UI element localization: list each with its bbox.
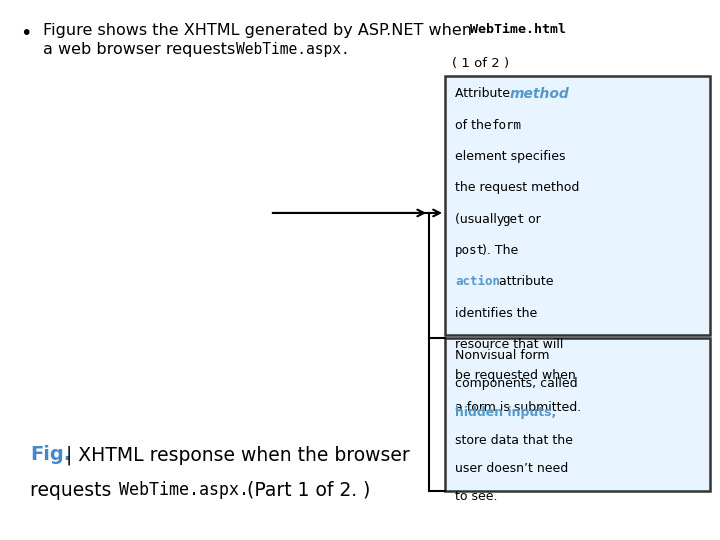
Text: Fig.: Fig. — [30, 446, 71, 464]
Text: form: form — [492, 119, 522, 132]
Text: (Part 1 of 2. ): (Part 1 of 2. ) — [241, 481, 371, 500]
Text: of the: of the — [455, 119, 495, 132]
Text: the request method: the request method — [455, 181, 580, 194]
Text: or: or — [524, 213, 541, 226]
FancyBboxPatch shape — [445, 338, 710, 491]
Text: store data that the: store data that the — [455, 434, 573, 447]
Text: WebTime.aspx.: WebTime.aspx. — [119, 481, 249, 498]
Text: (usually: (usually — [455, 213, 508, 226]
Text: | XHTML response when the browser: | XHTML response when the browser — [60, 446, 410, 465]
Text: user doesn’t need: user doesn’t need — [455, 462, 568, 475]
Text: WebTime.html: WebTime.html — [470, 23, 566, 36]
Text: requests: requests — [30, 481, 117, 500]
Text: element specifies: element specifies — [455, 150, 565, 163]
Text: attribute: attribute — [495, 275, 553, 288]
Text: a form is submitted.: a form is submitted. — [455, 401, 581, 414]
Text: action: action — [455, 275, 500, 288]
Text: •: • — [20, 24, 32, 43]
Text: post: post — [455, 244, 485, 257]
Text: identifies the: identifies the — [455, 307, 537, 320]
Text: resource that will: resource that will — [455, 338, 564, 351]
Text: Nonvisual form: Nonvisual form — [455, 349, 549, 362]
Text: ( 1 of 2 ): ( 1 of 2 ) — [452, 57, 509, 70]
FancyBboxPatch shape — [445, 76, 710, 335]
Text: a web browser requests: a web browser requests — [43, 42, 240, 57]
Text: WebTime.aspx.: WebTime.aspx. — [236, 42, 350, 57]
Text: method: method — [510, 87, 570, 102]
Text: Attribute: Attribute — [455, 87, 514, 100]
Text: Figure shows the XHTML generated by ASP.NET when: Figure shows the XHTML generated by ASP.… — [43, 23, 477, 38]
Text: be requested when: be requested when — [455, 369, 576, 382]
Text: ). The: ). The — [482, 244, 518, 257]
Text: hidden inputs,: hidden inputs, — [455, 406, 557, 419]
Text: get: get — [503, 213, 525, 226]
Text: components, called: components, called — [455, 377, 577, 390]
Text: to see.: to see. — [455, 490, 498, 503]
